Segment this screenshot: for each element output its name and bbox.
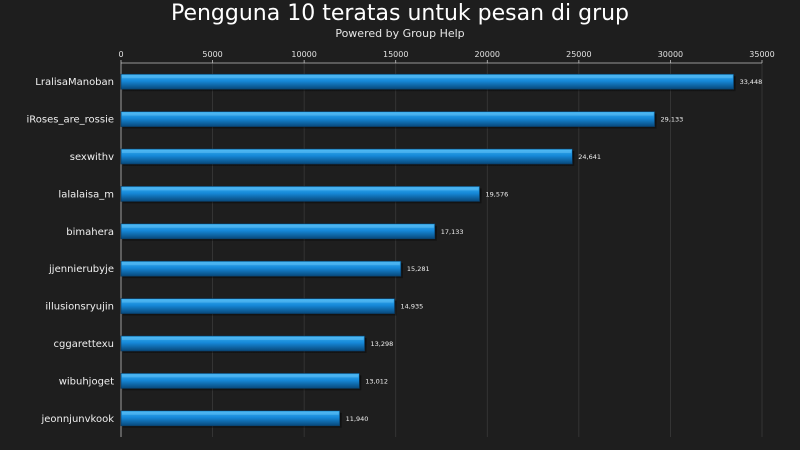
value-labels: 33,448 29,133 24,641 19,576 17,133 15,281 14,9… (346, 78, 763, 423)
category-label: jeonnjunvkook (40, 414, 114, 425)
bar-highlight (122, 150, 572, 153)
data-label: 33,448 (740, 78, 763, 86)
category-labels: LralisaManoban iRoses_are_rossie sexwithv l… (27, 77, 115, 425)
category-label: iRoses_are_rossie (27, 115, 115, 126)
bar-highlight (122, 224, 434, 228)
data-label: 17,133 (441, 228, 464, 236)
chart-title: Pengguna 10 teratas untuk pesan di grup (170, 1, 630, 26)
data-label: 19,576 (486, 190, 509, 198)
bar-highlight (122, 299, 394, 303)
bar (120, 73, 734, 90)
bar (120, 410, 340, 427)
bars (120, 73, 736, 428)
x-tick-label: 10000 (291, 50, 316, 59)
bar (120, 373, 360, 389)
category-label: lalalaisa_m (58, 189, 114, 200)
bar-highlight (122, 187, 479, 191)
bar (120, 335, 365, 352)
bar (120, 111, 655, 127)
data-label: 13,012 (365, 377, 388, 385)
bar (120, 186, 480, 202)
bar-highlight (122, 75, 733, 79)
bar (120, 260, 402, 277)
category-label: bimahera (66, 227, 114, 238)
data-label: 14,935 (401, 303, 424, 311)
x-tick-label: 35000 (749, 50, 774, 59)
data-label: 29,133 (661, 116, 684, 124)
data-label: 13,298 (371, 340, 394, 348)
x-tick-label: 25000 (566, 50, 591, 59)
category-label: jjennierubyje (48, 264, 114, 275)
bar-highlight (122, 337, 364, 340)
bar (120, 223, 436, 240)
category-label: sexwithv (70, 152, 114, 163)
data-label: 11,940 (346, 415, 369, 423)
x-tick-label: 30000 (658, 50, 683, 59)
x-tick-label: 5000 (202, 50, 222, 59)
bar-highlight (122, 411, 339, 415)
bar-highlight (122, 374, 359, 378)
data-label: 15,281 (407, 265, 430, 273)
bar (120, 298, 395, 314)
chart-subtitle: Powered by Group Help (335, 27, 465, 40)
x-axis-ticks: 0 5000 10000 15000 20000 25000 30000 35000 (118, 50, 775, 63)
category-label: cggarettexu (54, 339, 114, 350)
category-label: wibuhjoget (59, 376, 114, 387)
bar-highlight (122, 262, 400, 266)
x-tick-label: 0 (118, 50, 123, 59)
x-tick-label: 20000 (475, 50, 500, 59)
bar (120, 148, 573, 165)
category-label: LralisaManoban (35, 77, 114, 88)
data-label: 24,641 (578, 153, 601, 161)
category-label: illusionsryujin (45, 302, 114, 313)
x-tick-label: 15000 (383, 50, 408, 59)
bar-highlight (122, 112, 654, 116)
